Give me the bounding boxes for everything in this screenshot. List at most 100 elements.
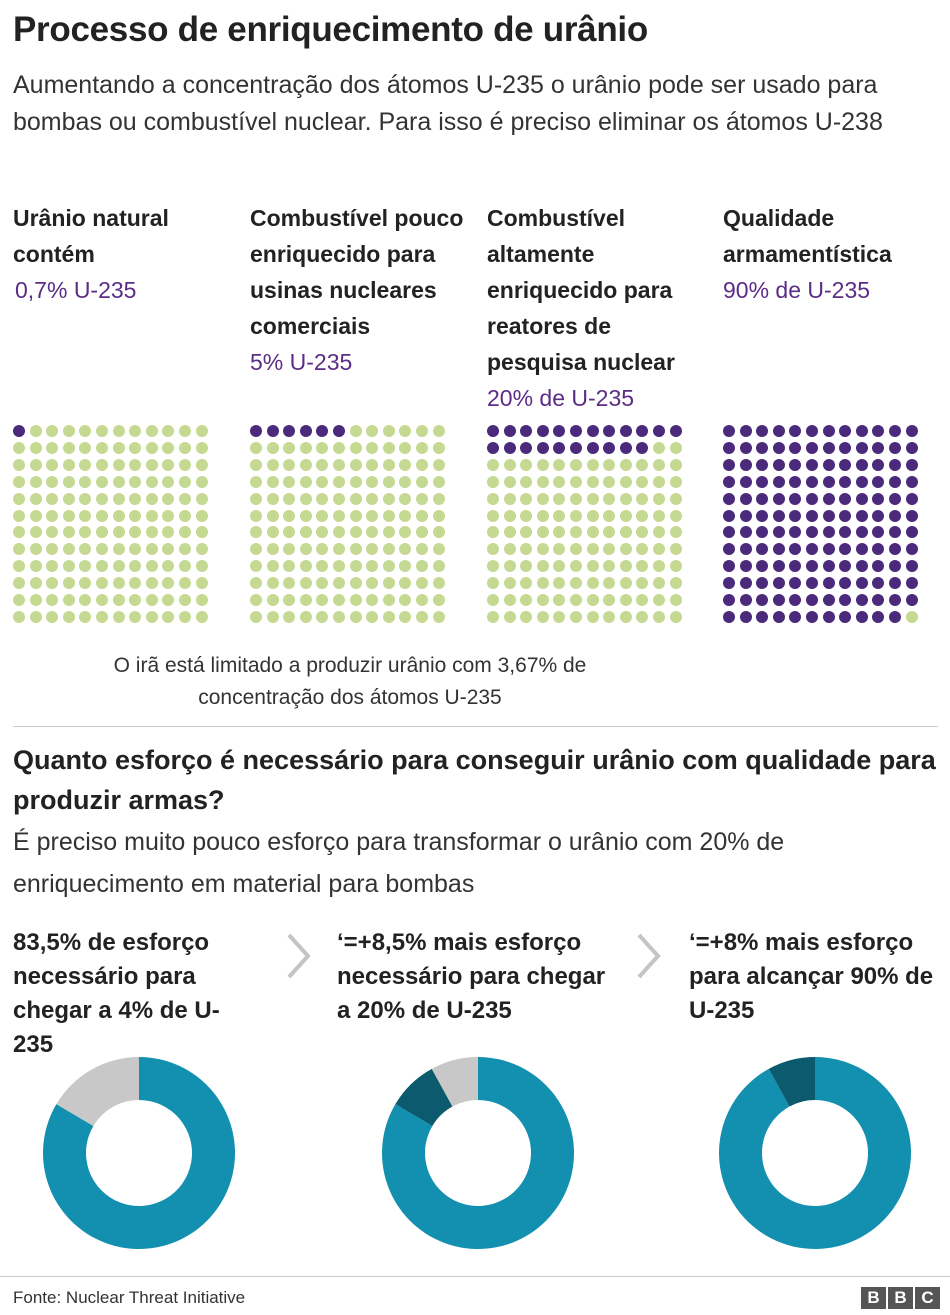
u238-atom-dot <box>603 594 616 606</box>
u238-atom-dot <box>905 610 918 623</box>
u238-atom-dot <box>603 577 616 590</box>
u238-atom-dot <box>299 458 312 471</box>
u238-atom-dot <box>266 610 279 623</box>
u238-atom-dot <box>603 543 616 556</box>
u235-atom-dot <box>503 441 516 454</box>
u238-atom-dot <box>29 441 42 454</box>
u238-atom-dot <box>669 509 682 522</box>
u238-atom-dot <box>62 543 75 556</box>
u238-atom-dot <box>145 441 158 454</box>
u238-atom-dot <box>112 543 125 556</box>
u238-atom-dot <box>416 509 428 522</box>
u235-atom-dot <box>822 560 835 573</box>
u238-atom-dot <box>382 560 395 573</box>
u235-atom-dot <box>789 577 802 590</box>
u238-atom-dot <box>162 509 175 522</box>
u238-atom-dot <box>29 492 42 505</box>
u238-atom-dot <box>366 475 379 488</box>
page-subtitle: Aumentando a concentração dos átomos U-2… <box>13 71 883 136</box>
u238-atom-dot <box>62 594 75 606</box>
u238-atom-dot <box>487 543 499 556</box>
u238-atom-dot <box>316 594 329 606</box>
u235-atom-dot <box>872 543 885 556</box>
u238-atom-dot <box>570 475 582 488</box>
u238-atom-dot <box>382 509 395 522</box>
u238-atom-dot <box>619 594 632 606</box>
u235-atom-dot <box>789 526 802 539</box>
u238-atom-dot <box>46 560 59 573</box>
u238-atom-dot <box>653 560 665 573</box>
u238-atom-dot <box>653 475 665 488</box>
u238-atom-dot <box>299 441 312 454</box>
u235-atom-dot <box>806 425 818 437</box>
atom-grid-low-enriched <box>250 425 450 635</box>
u235-atom-dot <box>889 526 901 539</box>
u238-atom-dot <box>283 560 296 573</box>
u238-atom-dot <box>79 577 92 590</box>
u238-atom-dot <box>333 560 345 573</box>
u238-atom-dot <box>62 458 75 471</box>
column-value: 5% U-235 <box>250 349 353 375</box>
u235-atom-dot <box>723 610 735 623</box>
u238-atom-dot <box>96 475 108 488</box>
u238-atom-dot <box>129 441 142 454</box>
u238-atom-dot <box>399 492 412 505</box>
u238-atom-dot <box>266 526 279 539</box>
u238-atom-dot <box>179 610 191 623</box>
u235-atom-dot <box>756 475 769 488</box>
u238-atom-dot <box>145 475 158 488</box>
u238-atom-dot <box>382 425 395 437</box>
u235-atom-dot <box>855 458 868 471</box>
u238-atom-dot <box>349 560 362 573</box>
u238-atom-dot <box>316 492 329 505</box>
effort-done-slice <box>382 1057 574 1249</box>
u238-atom-dot <box>62 441 75 454</box>
u238-atom-dot <box>503 560 516 573</box>
u238-atom-dot <box>96 560 108 573</box>
u238-atom-dot <box>266 458 279 471</box>
u238-atom-dot <box>553 526 566 539</box>
u235-atom-dot <box>723 441 735 454</box>
u235-atom-dot <box>653 425 665 437</box>
u238-atom-dot <box>487 458 499 471</box>
u238-atom-dot <box>62 526 75 539</box>
u238-atom-dot <box>349 509 362 522</box>
u238-atom-dot <box>536 509 549 522</box>
u235-atom-dot <box>806 560 818 573</box>
u238-atom-dot <box>503 509 516 522</box>
u238-atom-dot <box>416 594 428 606</box>
u235-atom-dot <box>756 594 769 606</box>
u238-atom-dot <box>416 577 428 590</box>
u238-atom-dot <box>603 526 616 539</box>
u238-atom-dot <box>283 509 296 522</box>
u238-atom-dot <box>250 594 262 606</box>
u238-atom-dot <box>145 560 158 573</box>
u238-atom-dot <box>349 526 362 539</box>
u235-atom-dot <box>723 560 735 573</box>
u238-atom-dot <box>195 577 208 590</box>
u238-atom-dot <box>46 458 59 471</box>
chevron-right-icon <box>287 933 311 979</box>
u238-atom-dot <box>13 509 25 522</box>
u238-atom-dot <box>399 560 412 573</box>
u238-atom-dot <box>382 441 395 454</box>
u238-atom-dot <box>129 560 142 573</box>
u238-atom-dot <box>366 526 379 539</box>
u238-atom-dot <box>669 526 682 539</box>
u238-atom-dot <box>162 577 175 590</box>
u238-atom-dot <box>283 492 296 505</box>
u238-atom-dot <box>553 577 566 590</box>
u235-atom-dot <box>553 441 566 454</box>
u238-atom-dot <box>179 509 191 522</box>
column-low-enriched: Combustível pouco enriquecido para usina… <box>250 200 480 380</box>
u238-atom-dot <box>162 526 175 539</box>
atom-grid-high-enriched <box>487 425 687 635</box>
u238-atom-dot <box>46 543 59 556</box>
u238-atom-dot <box>619 560 632 573</box>
u235-atom-dot <box>739 543 752 556</box>
u238-atom-dot <box>536 526 549 539</box>
u238-atom-dot <box>603 610 616 623</box>
effort-remaining-slice <box>56 1057 139 1127</box>
u235-atom-dot <box>756 610 769 623</box>
effort-section-title: Quanto esforço é necessário para consegu… <box>13 745 936 815</box>
